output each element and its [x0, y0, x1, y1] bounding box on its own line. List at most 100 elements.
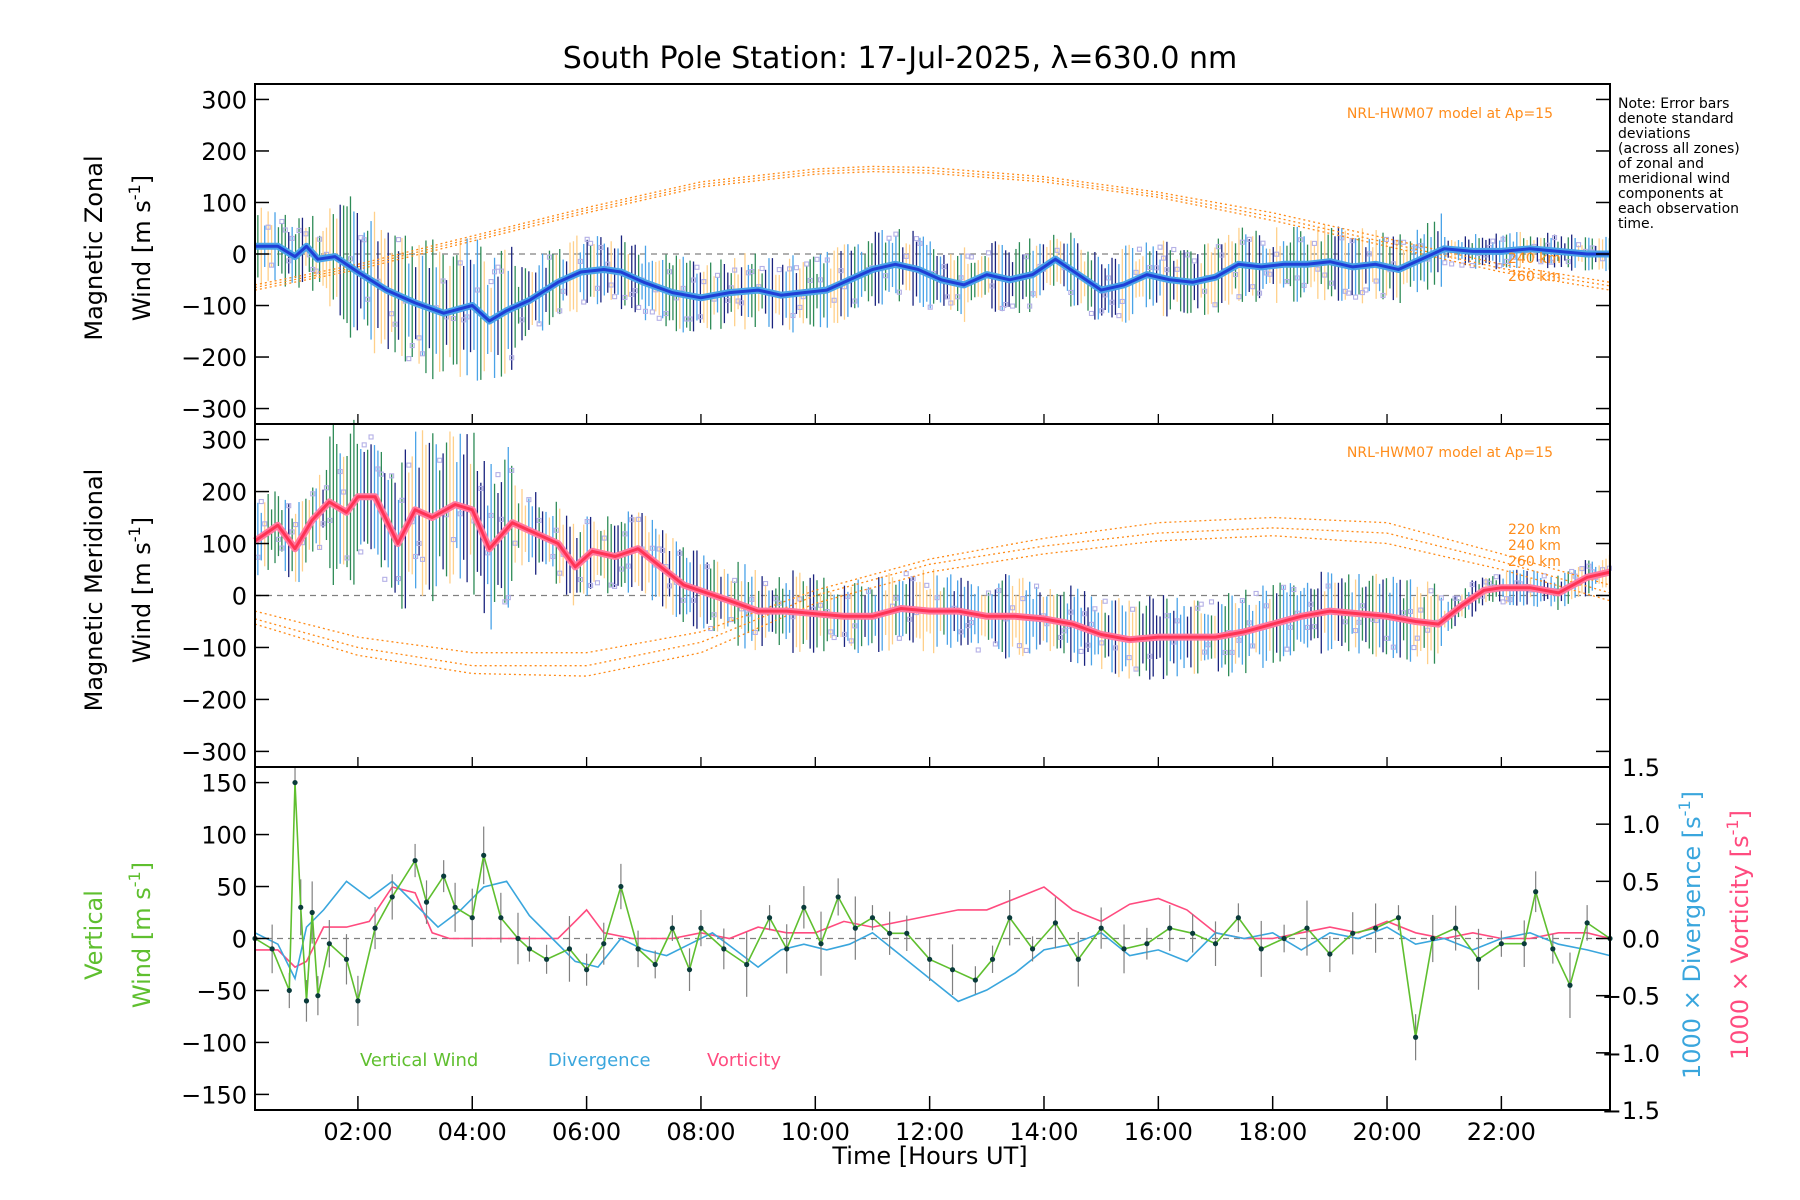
vorticity-ylabel: 1000 × Vorticity [s-1] — [1723, 810, 1754, 1060]
meridional-zone-point — [1390, 644, 1396, 650]
zonal-zone-point — [1346, 290, 1352, 296]
zonal-zone-point — [989, 283, 995, 289]
meridional-zone-point — [323, 485, 330, 491]
meridional-zone-point — [488, 512, 494, 519]
divergence-ylabel-unit: 1000 × Divergence [s — [1678, 816, 1706, 1079]
meridional-zone-point — [608, 582, 614, 588]
meridional-zone-point — [1428, 588, 1434, 594]
divergence-line — [254, 880, 1611, 1003]
zonal-zone-point — [605, 261, 611, 267]
zonal-zone-point — [948, 300, 954, 306]
zonal-zone-point — [1589, 245, 1595, 251]
vertical-wind-point — [1212, 941, 1219, 947]
meridional-zone-point — [622, 531, 628, 537]
y2-tick-label: 0.0 — [1622, 926, 1660, 954]
meridional-ylabel: Magnetic Meridional Wind [m s-1] — [80, 469, 156, 712]
zonal-zone-point — [1301, 282, 1307, 288]
vertical-wind-point — [818, 941, 824, 947]
vertical-wind-point — [669, 925, 675, 931]
meridional-zone-point — [1418, 607, 1424, 613]
zonal-zone-point — [666, 269, 673, 275]
vertical-ylabel-line1: Vertical — [80, 890, 108, 980]
note-line: denote standard — [1618, 111, 1734, 127]
vorticity-ylabel-close: ] — [1726, 810, 1754, 819]
meridional-zone-point — [382, 576, 388, 582]
zonal-zone-point — [1030, 291, 1036, 297]
zonal-zone-point — [509, 355, 515, 361]
zonal-zone-point — [694, 264, 700, 270]
meridional-zone-point — [368, 434, 374, 440]
meridional-y-tick-label: 0 — [232, 583, 247, 611]
meridional-zone-point — [1208, 599, 1215, 605]
meridional-zone-point — [478, 485, 484, 492]
x-tick-label: 08:00 — [666, 1118, 735, 1146]
meridional-zone-point — [557, 570, 563, 576]
meridional-zone-point — [536, 517, 542, 524]
meridional-zone-point — [797, 596, 803, 602]
zonal-ylabel-exp: -1 — [125, 184, 144, 200]
meridional-zone-point — [618, 566, 625, 572]
meridional-zone-point — [677, 550, 683, 556]
chart-title: South Pole Station: 17-Jul-2025, λ=630.0… — [563, 41, 1237, 76]
zonal-zone-point — [1339, 235, 1345, 241]
zonal-zone-point — [265, 224, 271, 230]
note-line: each observation — [1618, 201, 1739, 217]
zonal-zone-point — [588, 240, 594, 246]
meridional-zone-point — [1126, 655, 1132, 661]
meridional-zone-point — [1236, 637, 1242, 643]
zonal-zone-point — [968, 254, 974, 260]
zonal-zone-point — [656, 315, 662, 321]
meridional-zone-point — [1407, 608, 1414, 615]
meridional-zone-point — [594, 580, 601, 586]
meridional-zone-point — [1250, 643, 1256, 649]
vertical-wind-point — [1281, 935, 1287, 942]
meridional-zone-point — [666, 583, 673, 589]
meridional-zone-point — [1325, 583, 1331, 589]
meridional-zone-point — [903, 571, 909, 577]
vertical-wind-point — [1498, 941, 1504, 947]
note-line: deviations — [1618, 126, 1690, 142]
vertical-wind-point — [1413, 1034, 1419, 1040]
zonal-y-tick-label: −200 — [181, 344, 247, 372]
meridional-zone-point — [512, 540, 518, 546]
y2-tick-label: 0.5 — [1622, 868, 1660, 896]
meridional-zone-point — [704, 564, 710, 570]
zonal-zone-point — [1054, 247, 1060, 253]
zonal-zone-point — [1088, 310, 1094, 317]
meridional-ylabel-close: ] — [128, 517, 156, 526]
vertical-wind-point — [343, 956, 350, 962]
zonal-zone-point — [1383, 236, 1390, 243]
meridional-zone-point — [1195, 605, 1201, 611]
meridional-zone-point — [848, 638, 854, 644]
meridional-zone-point — [975, 647, 981, 653]
zonal-y-tick-label: −300 — [181, 396, 247, 424]
zonal-zone-point — [608, 282, 614, 288]
zonal-ylabel-close: ] — [128, 175, 156, 184]
zonal-zone-point — [1538, 259, 1544, 265]
vertical-wind-point — [698, 925, 704, 931]
zonal-ylabel-line1: Magnetic Zonal — [80, 155, 108, 340]
zonal-zone-point — [1449, 261, 1455, 267]
vertical-wind-points — [252, 779, 1613, 1040]
vertical-y-tick-label: 150 — [201, 770, 247, 798]
x-tick-label: 18:00 — [1238, 1118, 1307, 1146]
zonal-zone-point — [1202, 288, 1208, 294]
vertical-y-tick-label: 0 — [232, 926, 247, 954]
vertical-wind-point — [1350, 930, 1356, 936]
vertical-wind-point — [1327, 951, 1333, 957]
zonal-zone-point — [636, 304, 642, 311]
meridional-zone-point — [1085, 642, 1091, 648]
meridional-zone-point — [262, 521, 268, 527]
meridional-zone-point — [577, 576, 583, 583]
meridional-zone-point — [1102, 598, 1108, 604]
meridional-zone-point — [896, 635, 902, 641]
meridional-y-tick-label: 200 — [201, 479, 247, 507]
zonal-zone-point — [1459, 262, 1465, 268]
zonal-zone-point — [917, 240, 923, 246]
zonal-zone-point — [790, 312, 796, 319]
meridional-zone-point — [907, 616, 913, 622]
zonal-zone-point — [732, 267, 738, 273]
zonal-zone-point — [629, 291, 635, 297]
vertical-wind-point — [1167, 925, 1173, 931]
zonal-zone-point — [1490, 238, 1496, 244]
